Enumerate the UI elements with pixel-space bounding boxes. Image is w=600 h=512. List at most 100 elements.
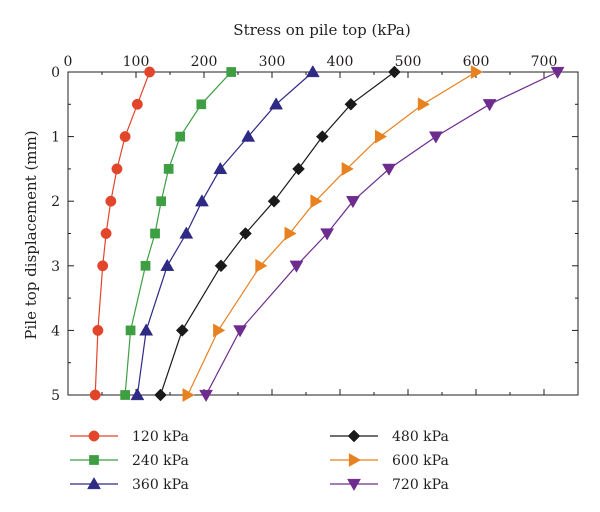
x-tick-label: 100 bbox=[123, 54, 150, 70]
data-point bbox=[154, 388, 167, 402]
data-point bbox=[131, 98, 143, 110]
y-tick-label: 2 bbox=[51, 194, 60, 210]
data-point bbox=[130, 387, 145, 401]
data-point bbox=[92, 324, 104, 336]
data-point bbox=[120, 390, 130, 400]
data-point bbox=[196, 99, 207, 110]
data-point bbox=[125, 325, 136, 336]
data-point bbox=[179, 226, 194, 239]
data-point bbox=[195, 194, 209, 207]
legend-marker bbox=[347, 429, 361, 443]
y-tick-label: 1 bbox=[51, 130, 60, 146]
x-tick-label: 0 bbox=[64, 54, 73, 70]
data-point bbox=[239, 227, 252, 240]
x-tick-label: 700 bbox=[531, 54, 558, 70]
x-tick-label: 600 bbox=[463, 54, 490, 70]
data-point bbox=[213, 161, 228, 175]
data-point bbox=[482, 99, 497, 112]
data-point bbox=[226, 67, 237, 77]
data-point bbox=[160, 258, 175, 271]
data-point bbox=[100, 228, 112, 239]
legend-item: 240 kPa bbox=[70, 453, 189, 469]
series-line bbox=[159, 71, 395, 396]
legend: 120 kPa 240 kPa 360 kPa 480 kPa 600 kPa 720 k… bbox=[70, 429, 449, 493]
data-point bbox=[140, 260, 151, 271]
x-axis-label: Stress on pile top (kPa) bbox=[233, 21, 410, 39]
data-point bbox=[382, 163, 396, 176]
data-point bbox=[284, 226, 297, 241]
data-point bbox=[315, 130, 329, 143]
data-point bbox=[97, 260, 109, 272]
data-point bbox=[388, 65, 401, 79]
legend-label: 360 kPa bbox=[132, 477, 189, 493]
data-point bbox=[233, 325, 247, 338]
data-point bbox=[269, 97, 284, 110]
data-point bbox=[163, 164, 174, 174]
data-point bbox=[175, 131, 186, 142]
series-360-kpa bbox=[130, 64, 320, 401]
legend-item: 360 kPa bbox=[70, 476, 189, 493]
data-point bbox=[119, 131, 131, 143]
legend-marker bbox=[87, 476, 101, 490]
y-axis-label: Pile top displacement (mm) bbox=[22, 130, 40, 339]
legend-label: 480 kPa bbox=[392, 429, 449, 445]
y-tick-label: 0 bbox=[51, 65, 60, 81]
data-point bbox=[175, 324, 189, 337]
x-tick-label: 200 bbox=[191, 54, 218, 70]
y-tick-label: 3 bbox=[51, 259, 60, 275]
data-point bbox=[292, 162, 305, 176]
data-point bbox=[199, 389, 213, 403]
legend-marker bbox=[347, 478, 361, 492]
data-point bbox=[255, 258, 268, 273]
series-120-kpa bbox=[89, 66, 156, 401]
data-point bbox=[150, 228, 160, 239]
legend-marker bbox=[88, 430, 100, 442]
data-point bbox=[213, 323, 226, 338]
data-point bbox=[214, 259, 228, 273]
data-point bbox=[305, 64, 320, 78]
legend-item: 120 kPa bbox=[70, 429, 189, 445]
data-point bbox=[345, 196, 360, 209]
data-point bbox=[289, 260, 304, 273]
series-600-kpa bbox=[182, 65, 484, 402]
data-point bbox=[470, 65, 484, 79]
legend-label: 120 kPa bbox=[132, 429, 189, 445]
legend-item: 480 kPa bbox=[330, 429, 449, 445]
data-point bbox=[156, 196, 167, 207]
data-point bbox=[139, 323, 154, 336]
data-point bbox=[417, 97, 430, 112]
data-point bbox=[310, 194, 323, 209]
legend-marker bbox=[89, 455, 99, 465]
data-point bbox=[111, 163, 123, 175]
x-tick-label: 400 bbox=[327, 54, 354, 70]
x-tick-label: 300 bbox=[259, 54, 286, 70]
data-point bbox=[374, 129, 388, 144]
y-axis-ticks: 0 1 2 3 4 5 bbox=[51, 65, 578, 404]
legend-marker bbox=[348, 453, 362, 467]
legend-item: 720 kPa bbox=[330, 477, 449, 493]
series-line bbox=[124, 71, 232, 396]
data-point bbox=[267, 194, 281, 208]
data-point bbox=[428, 131, 443, 144]
series-480-kpa bbox=[154, 65, 401, 402]
x-axis-ticks: 0 100 200 300 400 500 600 700 bbox=[64, 54, 579, 395]
legend-label: 720 kPa bbox=[392, 477, 449, 493]
x-tick-label: 500 bbox=[395, 54, 422, 70]
legend-label: 240 kPa bbox=[132, 453, 189, 469]
data-point bbox=[144, 66, 156, 78]
data-point bbox=[550, 66, 565, 80]
data-point bbox=[341, 161, 354, 176]
series-line bbox=[205, 71, 558, 396]
data-point bbox=[320, 228, 335, 241]
legend-item: 600 kPa bbox=[330, 453, 449, 469]
y-tick-label: 4 bbox=[51, 323, 60, 339]
data-point bbox=[241, 129, 256, 142]
series-720-kpa bbox=[199, 66, 565, 403]
legend-label: 600 kPa bbox=[392, 453, 449, 469]
data-point bbox=[344, 97, 358, 111]
data-point bbox=[89, 389, 101, 401]
data-point bbox=[182, 388, 195, 402]
y-tick-label: 5 bbox=[51, 388, 60, 404]
series-layer bbox=[89, 64, 565, 403]
